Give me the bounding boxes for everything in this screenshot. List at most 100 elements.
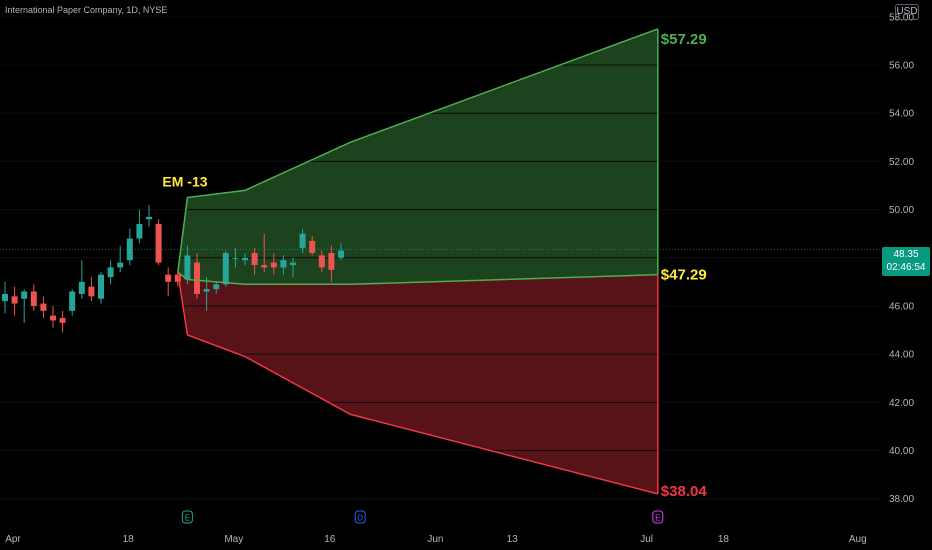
x-tick-label: 18 [123, 534, 135, 545]
candle [107, 260, 114, 285]
event-marker-box [652, 510, 664, 524]
candle [50, 305, 56, 328]
candle [251, 248, 258, 275]
candle [98, 272, 104, 304]
candle [194, 252, 200, 299]
y-tick-label: 50.00 [889, 205, 914, 216]
candle [299, 228, 306, 253]
candle-body [338, 250, 344, 258]
y-tick-label: 40.00 [889, 446, 914, 457]
candle [21, 289, 28, 323]
last-price-value: 48.35 [893, 249, 919, 260]
x-tick-label: Apr [5, 534, 21, 545]
candle-body [203, 289, 210, 292]
candle-body [69, 291, 76, 311]
upper-price-label: $57.29 [661, 31, 707, 48]
candle [40, 296, 47, 319]
candle [184, 245, 191, 285]
candle-body [213, 284, 220, 290]
candle [69, 289, 76, 316]
candle-body [232, 257, 239, 259]
candle [290, 257, 296, 278]
y-tick-label: 54.00 [889, 109, 914, 120]
y-tick-label: 58.00 [889, 12, 914, 23]
em-label: EM -13 [162, 174, 207, 190]
candle-body [222, 252, 229, 285]
candle [261, 233, 268, 273]
candle-body [194, 262, 200, 294]
chart-title: International Paper Company, 1D, NYSE [5, 5, 168, 15]
candle-body [251, 252, 258, 266]
candle [280, 255, 287, 275]
event-marker[interactable]: D [354, 510, 366, 524]
x-tick-label: Jul [640, 534, 653, 545]
lower-band-line [177, 272, 658, 495]
candle-body [184, 255, 191, 280]
candle-body [11, 296, 18, 304]
candle-body [21, 291, 28, 299]
candle [117, 245, 124, 273]
candle-body [261, 265, 268, 268]
candle [2, 281, 8, 314]
candle [136, 209, 143, 244]
lower-expected-move-area [177, 272, 658, 494]
candle-body [88, 286, 95, 297]
candle-body [299, 233, 306, 249]
candle-body [146, 216, 152, 220]
candle [309, 236, 316, 256]
candle [59, 310, 66, 333]
candle-body [309, 240, 316, 253]
x-tick-label: Jun [427, 534, 443, 545]
event-marker-letter: E [655, 514, 660, 523]
candle [318, 250, 325, 273]
upper-expected-move-area [177, 28, 658, 285]
candle-body [318, 255, 325, 268]
upper-band-line [177, 28, 659, 273]
candle-body [40, 303, 47, 311]
candle-body [328, 252, 335, 270]
candle-body [174, 274, 181, 282]
y-tick-label: 56.00 [889, 61, 914, 72]
candle-body [165, 274, 172, 282]
candle [338, 243, 344, 261]
y-tick-label: 38.00 [889, 494, 914, 505]
mid-price-label: $47.29 [661, 267, 707, 284]
candle-body [270, 262, 277, 268]
x-tick-label: 18 [718, 534, 730, 545]
candle [165, 267, 172, 297]
x-tick-label: 13 [507, 534, 519, 545]
mid-band-line [177, 271, 658, 286]
candle-body [59, 318, 66, 323]
x-tick-label: Aug [849, 534, 867, 545]
event-marker[interactable]: E [181, 510, 193, 524]
candle [222, 250, 229, 287]
candle [328, 245, 335, 282]
last-price-tag: 48.35 02:46:54 [882, 247, 930, 276]
candle-body [30, 291, 37, 306]
candle-body [117, 262, 124, 268]
event-marker-box [354, 510, 366, 524]
event-marker-box [181, 510, 193, 524]
candle-body [78, 281, 85, 294]
bar-countdown: 02:46:54 [886, 262, 926, 273]
candle [126, 228, 133, 266]
candle [30, 284, 37, 311]
candle-body [155, 224, 162, 263]
candle [203, 277, 210, 311]
event-marker[interactable]: E [652, 510, 664, 524]
candle [78, 260, 85, 299]
x-tick-label: May [224, 534, 243, 545]
candle-body [98, 274, 104, 299]
event-marker-letter: D [357, 514, 363, 523]
lower-price-label: $38.04 [661, 483, 708, 500]
currency-button[interactable]: USD [895, 4, 919, 20]
candle [146, 204, 152, 227]
candle-body [136, 224, 143, 239]
y-tick-label: 52.00 [889, 157, 914, 168]
candle [213, 281, 220, 294]
candle-body [107, 267, 114, 278]
candle-body [290, 262, 296, 266]
y-tick-label: 46.00 [889, 301, 914, 312]
candle-body [2, 293, 8, 302]
